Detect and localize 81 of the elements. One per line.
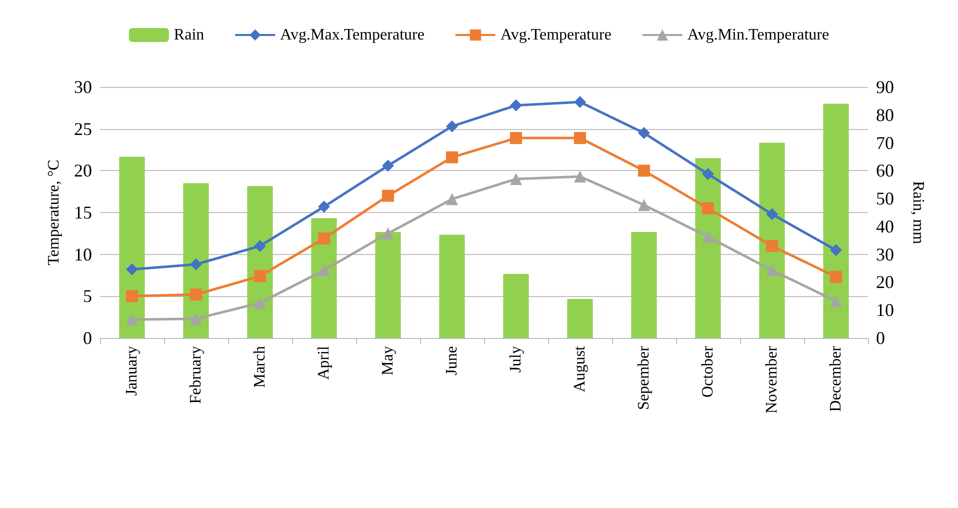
point bbox=[190, 258, 202, 270]
legend-label: Avg.Temperature bbox=[500, 26, 612, 44]
y2-tick-label: 20 bbox=[876, 272, 894, 292]
point bbox=[318, 200, 330, 213]
point bbox=[766, 240, 778, 252]
point bbox=[830, 244, 842, 256]
x-tick-label: August bbox=[572, 345, 588, 392]
y-tick-label: 10 bbox=[74, 244, 92, 264]
point bbox=[254, 296, 266, 309]
bar bbox=[503, 274, 529, 338]
point bbox=[510, 173, 522, 186]
point bbox=[830, 270, 842, 283]
point bbox=[830, 295, 842, 308]
x-tick-label: December bbox=[828, 345, 844, 412]
y2-tick-label: 70 bbox=[876, 132, 894, 153]
point bbox=[638, 198, 650, 211]
point bbox=[190, 288, 202, 300]
point bbox=[574, 170, 586, 183]
legend-label: Avg.Max.Temperature bbox=[280, 26, 424, 44]
x-tick-label: July bbox=[508, 346, 524, 373]
y2-tick-label: 40 bbox=[876, 216, 894, 236]
x-tick-label: May bbox=[380, 346, 396, 376]
x-tick-label: January bbox=[124, 346, 140, 396]
point bbox=[446, 151, 458, 164]
x-tick-label: June bbox=[444, 346, 460, 376]
x-tick-label: November bbox=[764, 345, 780, 414]
point bbox=[766, 208, 778, 220]
point bbox=[510, 132, 522, 144]
point bbox=[318, 264, 330, 276]
point bbox=[574, 132, 586, 144]
bar bbox=[183, 183, 209, 338]
y-tick-label: 5 bbox=[83, 286, 92, 306]
y-tick-label: 30 bbox=[74, 77, 92, 97]
bar bbox=[311, 218, 337, 338]
point bbox=[574, 96, 586, 108]
y2-tick-label: 10 bbox=[876, 300, 894, 320]
point bbox=[126, 290, 138, 302]
y-tick-label: 0 bbox=[83, 328, 92, 348]
point bbox=[638, 164, 650, 177]
bar bbox=[759, 142, 785, 338]
point bbox=[382, 190, 394, 202]
bar bbox=[567, 298, 593, 338]
point bbox=[638, 127, 650, 140]
point bbox=[382, 227, 394, 240]
legend-label: Rain bbox=[174, 26, 204, 44]
x-tick-label: March bbox=[252, 346, 268, 388]
bar bbox=[119, 156, 145, 338]
x-tick-label: Sepember bbox=[636, 345, 652, 410]
x-tick-label: February bbox=[188, 346, 204, 404]
x-tick-label: April bbox=[316, 345, 332, 380]
bar bbox=[439, 234, 465, 338]
y-axis-title: Temperature, °C bbox=[46, 160, 62, 266]
y2-axis-title: Rain, mm bbox=[910, 180, 926, 245]
bar bbox=[375, 232, 401, 338]
point bbox=[446, 120, 458, 132]
point bbox=[126, 314, 138, 326]
y-tick-label: 15 bbox=[74, 202, 92, 222]
y-tick-label: 25 bbox=[74, 118, 92, 139]
point bbox=[126, 263, 138, 276]
y2-tick-label: 60 bbox=[876, 160, 894, 181]
y-tick-label: 20 bbox=[74, 160, 92, 181]
y2-tick-label: 50 bbox=[876, 188, 894, 209]
point bbox=[766, 264, 778, 276]
point bbox=[254, 240, 266, 252]
point bbox=[702, 168, 714, 180]
bar bbox=[823, 104, 849, 338]
point bbox=[190, 312, 202, 325]
point bbox=[702, 230, 714, 243]
point bbox=[318, 232, 330, 244]
bar bbox=[631, 232, 657, 338]
point bbox=[510, 99, 522, 112]
y2-tick-label: 80 bbox=[876, 104, 894, 125]
point bbox=[254, 270, 266, 282]
point bbox=[702, 202, 714, 214]
legend-label: Avg.Min.Temperature bbox=[687, 26, 830, 44]
y2-tick-label: 30 bbox=[876, 244, 894, 264]
y2-tick-label: 90 bbox=[876, 77, 894, 97]
point bbox=[382, 160, 394, 172]
point bbox=[446, 193, 458, 206]
y2-tick-label: 0 bbox=[876, 328, 885, 348]
x-tick-label: October bbox=[700, 345, 716, 398]
